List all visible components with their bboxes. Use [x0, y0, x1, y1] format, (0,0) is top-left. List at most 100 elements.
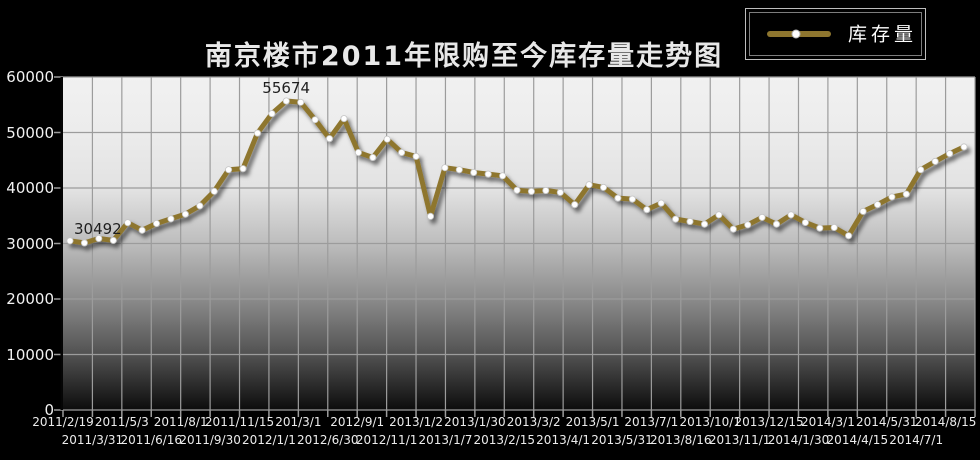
x-axis-tick-label: 2011/9/30 [179, 433, 241, 447]
data-label: 55674 [262, 79, 310, 97]
x-axis-tick-label: 2012/6/30 [297, 433, 359, 447]
x-axis-tick-label: 2013/11/1 [708, 433, 771, 447]
y-axis-tick-label: 10000 [6, 345, 54, 364]
y-axis-tick-label: 20000 [6, 290, 54, 308]
series-layer [66, 97, 968, 247]
gridlines-layer [54, 76, 976, 417]
data-point-marker [556, 188, 564, 196]
data-point-marker [672, 215, 680, 223]
y-axis-tick-label: 0 [44, 401, 54, 419]
data-point-marker [66, 237, 74, 245]
data-point-marker [902, 190, 910, 198]
data-point-marker [340, 115, 348, 123]
data-point-marker [571, 201, 579, 209]
x-axis-tick-label: 2013/5/1 [565, 415, 620, 429]
x-axis-tick-label: 2012/11/1 [355, 433, 418, 447]
data-point-marker [325, 135, 333, 143]
data-point-marker [470, 168, 478, 176]
x-axis-tick-label: 2011/5/3 [94, 415, 149, 429]
x-axis-tick-label: 2013/2/15 [473, 433, 536, 447]
x-axis-tick-label: 2013/1/7 [418, 433, 473, 447]
data-point-marker [773, 220, 781, 228]
data-point-marker [167, 215, 175, 223]
data-point-marker [369, 153, 377, 161]
data-point-marker [426, 212, 434, 220]
legend: 库存量 [745, 8, 926, 60]
x-axis-tick-label: 2011/6/16 [120, 433, 183, 447]
data-point-marker [744, 221, 752, 229]
x-axis-tick-label: 2012/9/1 [330, 415, 385, 429]
data-point-marker [830, 223, 838, 231]
legend-label: 库存量 [848, 23, 918, 46]
data-point-marker [354, 148, 362, 156]
legend-marker-dot [791, 29, 801, 39]
y-axis-line [60, 77, 63, 410]
y-axis-tick-label: 60000 [6, 68, 54, 86]
data-point-marker [701, 220, 709, 228]
data-point-marker [946, 150, 954, 158]
data-point-marker [643, 206, 651, 214]
data-point-marker [181, 210, 189, 218]
data-point-marker [282, 97, 290, 105]
data-point-marker [600, 183, 608, 191]
data-point-marker [917, 166, 925, 174]
data-point-marker [152, 219, 160, 227]
data-point-marker [95, 234, 103, 242]
x-axis-tick-label: 2013/4/1 [536, 433, 591, 447]
x-axis-tick-label: 2014/7/1 [889, 433, 944, 447]
data-point-marker [412, 152, 420, 160]
data-point-marker [657, 199, 665, 207]
x-axis-tick-label: 2014/3/1 [800, 415, 855, 429]
y-axis-tick-label: 50000 [6, 123, 54, 142]
data-point-marker [398, 148, 406, 156]
data-point-marker [787, 211, 795, 219]
data-point-marker [729, 225, 737, 233]
chart-title: 南京楼市2011年限购至今库存量走势图 [204, 41, 724, 72]
data-point-marker [499, 172, 507, 180]
data-point-marker [311, 116, 319, 124]
x-axis-tick-label: 2013/3/2 [506, 415, 561, 429]
x-axis-tick-label: 2013/5/31 [591, 433, 653, 447]
x-axis-tick-label: 2014/8/15 [914, 415, 977, 429]
data-point-marker [715, 211, 723, 219]
data-point-marker [614, 194, 622, 202]
inventory-series-line [67, 98, 967, 246]
data-point-marker [210, 187, 218, 195]
data-point-marker [80, 239, 88, 247]
data-point-marker [960, 143, 968, 151]
data-point-marker [628, 195, 636, 203]
data-point-marker [441, 164, 449, 172]
y-axis-tick-label: 40000 [6, 179, 54, 197]
data-point-marker [196, 202, 204, 210]
x-axis-tick-label: 2013/7/1 [624, 415, 679, 429]
x-axis-tick-label: 2013/8/16 [650, 433, 712, 447]
data-point-marker [109, 236, 117, 244]
data-point-marker [758, 213, 766, 221]
x-axis-tick-label: 2014/5/31 [855, 415, 918, 429]
data-point-marker [225, 166, 233, 174]
x-axis-tick-label: 2013/12/15 [734, 415, 804, 429]
data-point-marker [268, 110, 276, 118]
x-axis-tick-label: 2011/11/15 [204, 415, 275, 429]
data-point-marker [297, 98, 305, 106]
data-point-marker [816, 224, 824, 232]
x-axis-tick-label: 2013/1/30 [444, 415, 506, 429]
data-point-marker [888, 193, 896, 201]
data-point-marker [801, 218, 809, 226]
x-axis-tick-label: 2013/10/1 [679, 415, 741, 429]
x-axis-tick-label: 2013/1/2 [389, 415, 443, 429]
x-axis-tick-label: 201/3/1 [275, 415, 322, 429]
x-axis-tick-label: 2011/3/31 [61, 433, 124, 447]
data-point-marker [124, 219, 132, 227]
data-point-marker [527, 187, 535, 195]
data-point-marker [874, 201, 882, 209]
data-point-marker [455, 166, 463, 174]
data-point-marker [253, 129, 261, 137]
data-point-marker [513, 186, 521, 194]
data-point-marker [542, 186, 550, 194]
x-axis-tick-label: 2012/1/1 [241, 433, 296, 447]
x-axis-tick-label: 2014/4/15 [826, 433, 889, 447]
data-point-marker [383, 135, 391, 143]
